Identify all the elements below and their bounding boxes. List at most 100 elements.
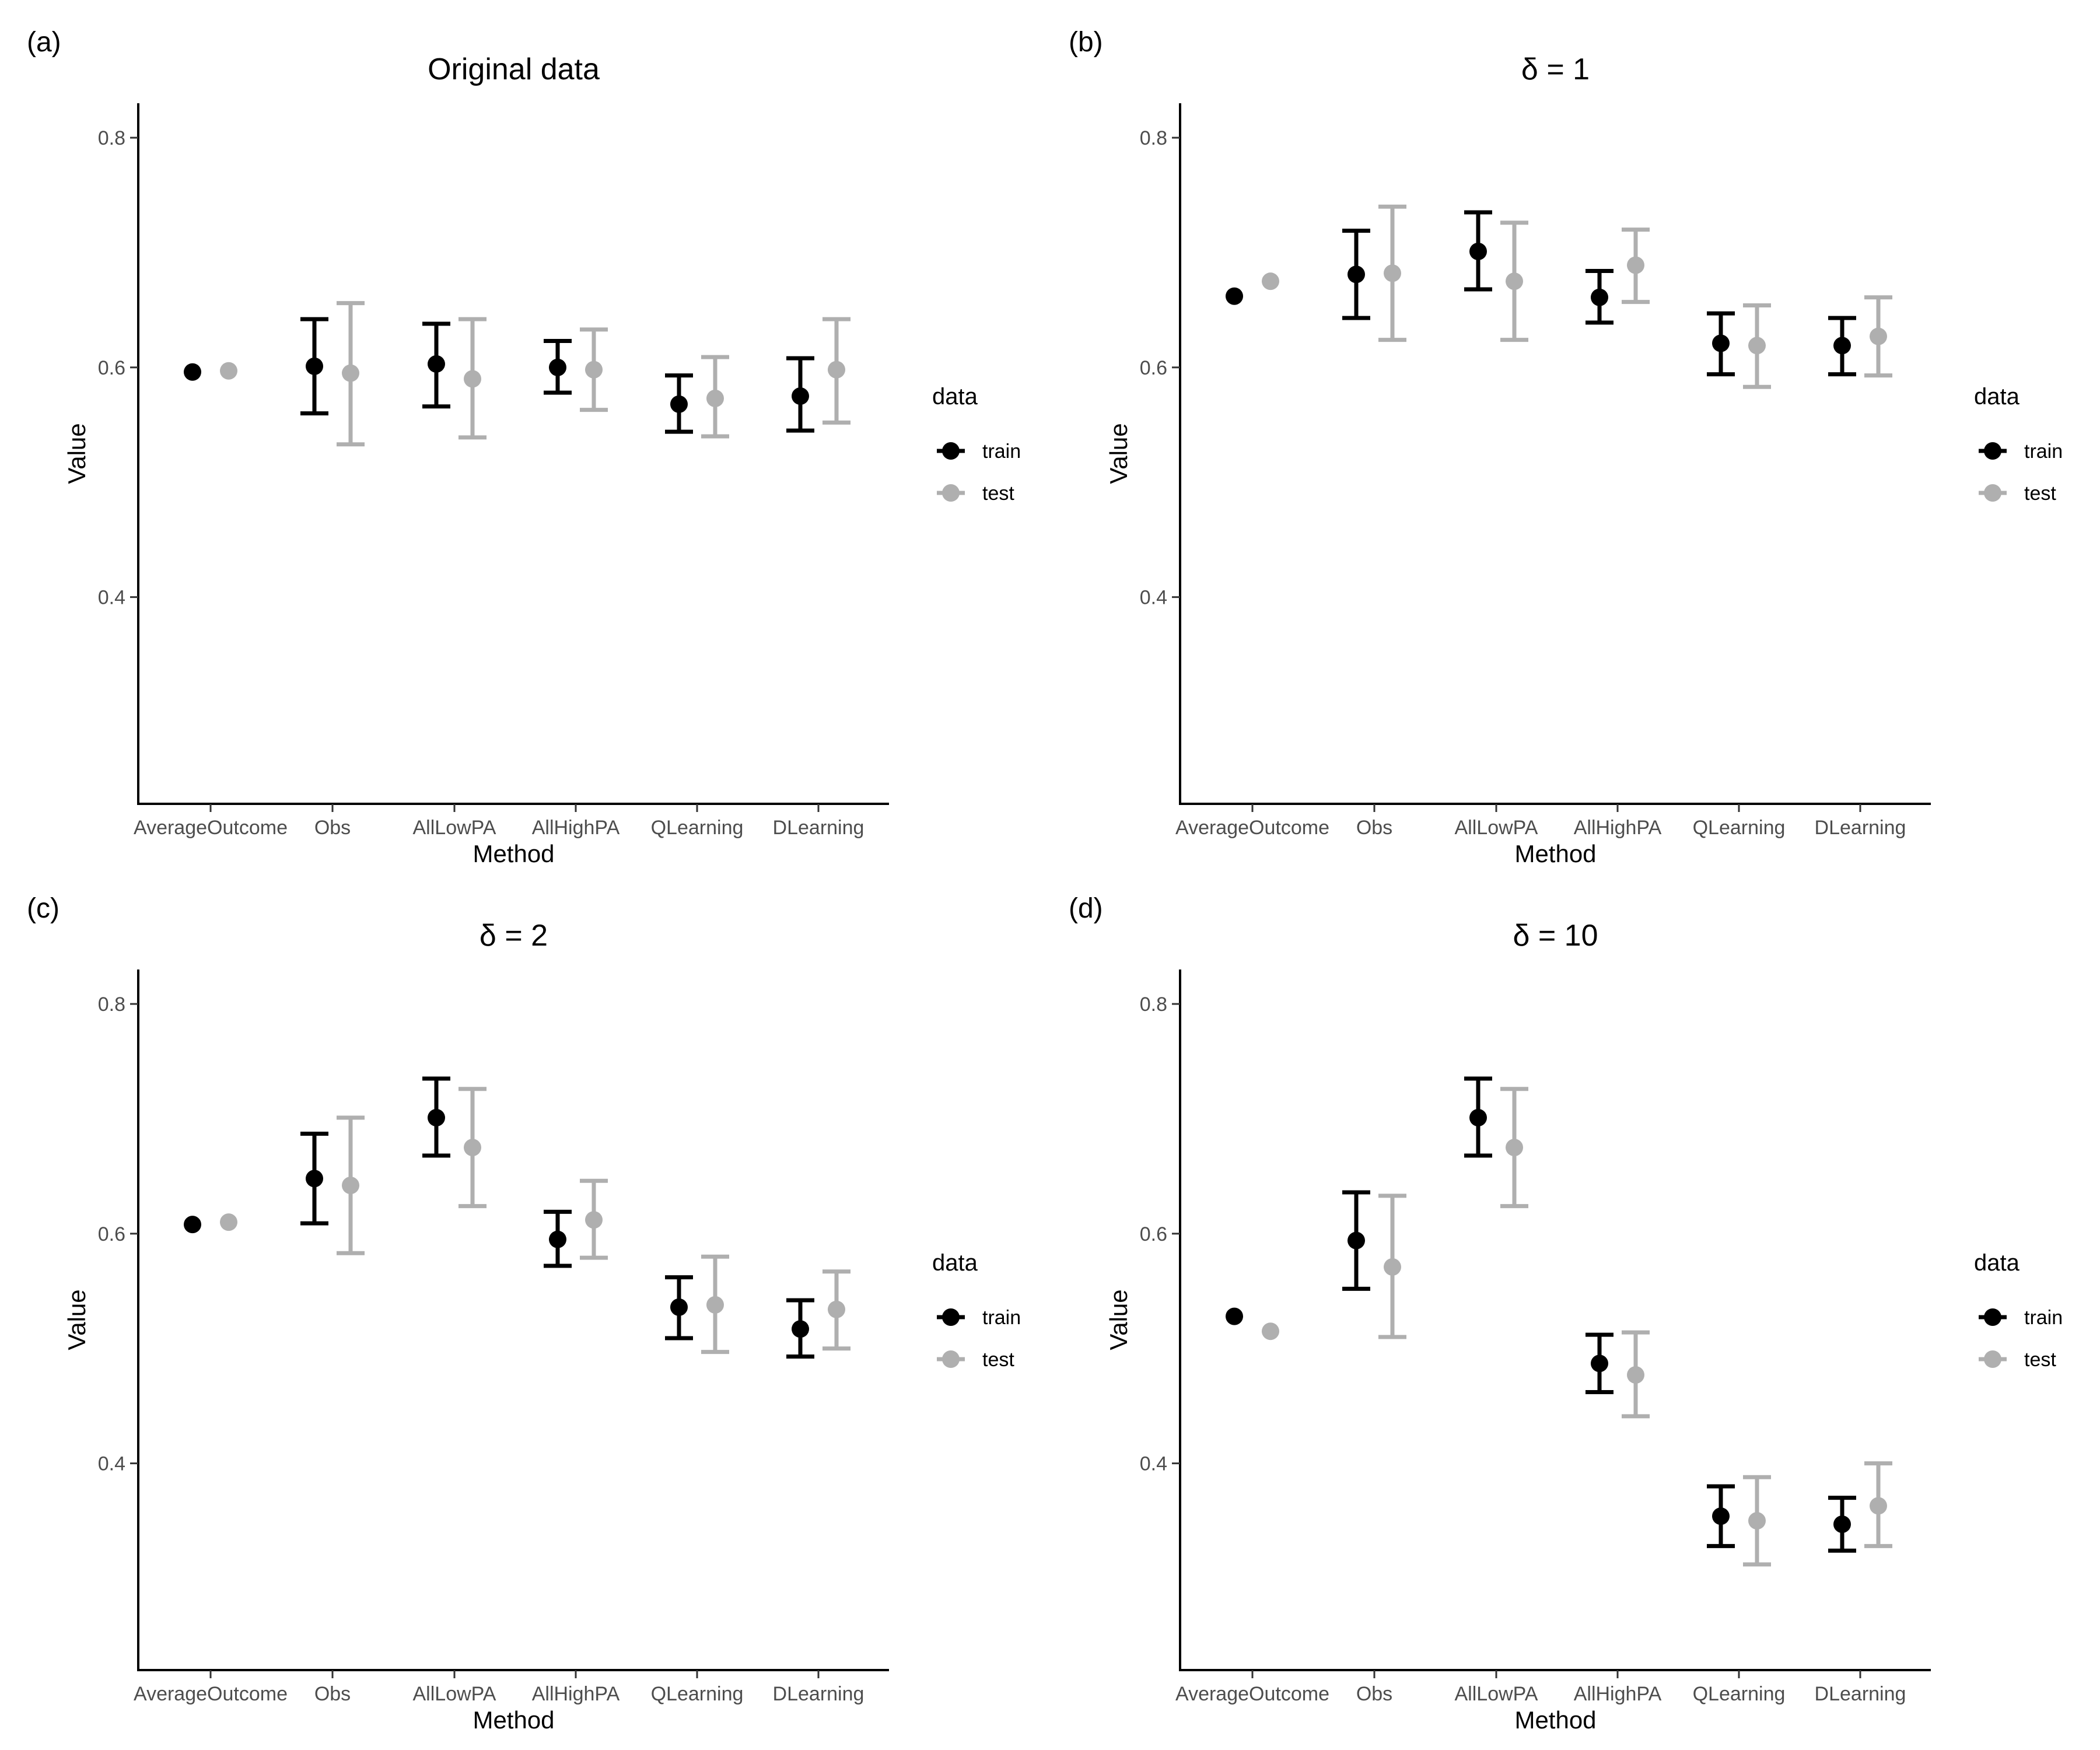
y-tick-label: 0.4	[1140, 1453, 1167, 1475]
y-tick-label: 0.4	[1140, 587, 1167, 609]
data-point	[1591, 1354, 1608, 1373]
chart-panel: (a) Original data 0.4 0.6 0.8 AverageOutcome O…	[27, 27, 1021, 867]
y-tick-label: 0.8	[98, 993, 125, 1016]
data-point	[828, 1300, 845, 1318]
data-point	[1833, 337, 1851, 355]
y-tick-label: 0.8	[98, 127, 125, 149]
legend-key-point	[1984, 484, 2001, 502]
legend-key-point	[942, 1308, 960, 1326]
legend-label: test	[2024, 1349, 2056, 1371]
legend-key-point	[1984, 1308, 2001, 1326]
legend-key-point	[942, 1350, 960, 1368]
data-point	[1469, 1108, 1487, 1126]
data-point	[1870, 327, 1887, 345]
legend-label: test	[982, 482, 1014, 505]
data-point	[585, 1211, 603, 1229]
x-axis-label: Method	[473, 1706, 554, 1734]
chart-title: δ = 1	[1521, 52, 1590, 86]
data-point	[184, 1216, 201, 1234]
x-tick-label: QLearning	[651, 817, 744, 839]
data-point	[428, 1108, 445, 1126]
x-axis-label: Method	[473, 840, 554, 867]
x-tick-label: AllHighPA	[1574, 1683, 1662, 1705]
data-point	[220, 362, 237, 380]
x-tick-label: Obs	[1356, 1683, 1392, 1705]
data-point	[792, 387, 809, 405]
data-point	[1870, 1497, 1887, 1515]
legend-label: train	[982, 1307, 1021, 1329]
y-tick-label: 0.4	[98, 1453, 125, 1475]
x-tick-label: QLearning	[651, 1683, 744, 1705]
data-point	[220, 1213, 237, 1231]
chart-title: δ = 2	[480, 919, 548, 953]
data-point	[1712, 1507, 1730, 1525]
legend-key-point	[942, 442, 960, 460]
x-tick-label: DLearning	[773, 1683, 864, 1705]
x-tick-label: Obs	[314, 817, 351, 839]
data-point	[342, 1177, 359, 1195]
legend-key-point	[1984, 1350, 2001, 1368]
y-axis-label: Value	[63, 1289, 90, 1350]
legend-label: train	[982, 440, 1021, 463]
data-point	[306, 1170, 323, 1188]
data-point	[1506, 272, 1523, 290]
x-tick-label: AllLowPA	[413, 1683, 496, 1705]
x-tick-label: Obs	[1356, 817, 1392, 839]
legend-title: data	[1974, 1250, 2020, 1276]
data-point	[549, 358, 566, 376]
data-point	[306, 357, 323, 375]
data-point	[670, 1298, 688, 1316]
panel-label: (a)	[27, 27, 61, 58]
legend-key-point	[942, 484, 960, 502]
data-point	[428, 355, 445, 373]
data-point	[706, 1296, 724, 1314]
data-point	[1348, 1231, 1365, 1250]
chart-panel: (b) δ = 1 0.4 0.6 0.8 AverageOutcome Obs AllLow…	[1069, 27, 2063, 867]
x-tick-label: AllLowPA	[1455, 1683, 1538, 1705]
chart-panel: (d) δ = 10 0.4 0.6 0.8 AverageOutcome Obs AllLo…	[1069, 893, 2063, 1734]
legend-title: data	[1974, 384, 2020, 410]
y-axis-label: Value	[1105, 1289, 1132, 1350]
legend-label: train	[2024, 440, 2063, 463]
data-point	[1262, 272, 1279, 290]
x-axis-label: Method	[1514, 1706, 1596, 1734]
y-axis-label: Value	[63, 423, 90, 484]
data-point	[585, 360, 603, 379]
x-tick-label: AllLowPA	[1455, 817, 1538, 839]
data-point	[1226, 1307, 1243, 1325]
data-point	[1748, 1512, 1766, 1530]
panel-label: (b)	[1069, 27, 1103, 58]
data-point	[464, 1139, 481, 1157]
panel-label: (c)	[27, 893, 60, 924]
data-point	[706, 389, 724, 407]
legend-label: test	[982, 1349, 1014, 1371]
y-tick-label: 0.4	[98, 587, 125, 609]
data-point	[1748, 337, 1766, 355]
y-tick-label: 0.6	[1140, 357, 1167, 379]
data-point	[1627, 256, 1644, 274]
x-tick-label: AverageOutcome	[134, 1683, 288, 1705]
legend-label: test	[2024, 482, 2056, 505]
data-point	[184, 363, 201, 381]
x-tick-label: QLearning	[1693, 817, 1786, 839]
y-tick-label: 0.6	[1140, 1223, 1167, 1245]
y-tick-label: 0.6	[98, 1223, 125, 1245]
data-point	[1591, 288, 1608, 306]
data-point	[464, 370, 481, 388]
data-point	[1226, 287, 1243, 305]
data-point	[670, 395, 688, 413]
x-tick-label: DLearning	[773, 817, 864, 839]
y-tick-label: 0.6	[98, 357, 125, 379]
data-point	[792, 1320, 809, 1338]
x-tick-label: AverageOutcome	[1175, 817, 1329, 839]
data-point	[1384, 264, 1401, 282]
x-tick-label: AllHighPA	[1574, 817, 1662, 839]
data-point	[1469, 242, 1487, 260]
x-tick-label: DLearning	[1815, 1683, 1906, 1705]
x-tick-label: AverageOutcome	[1175, 1683, 1329, 1705]
x-tick-label: AverageOutcome	[134, 817, 288, 839]
legend-key-point	[1984, 442, 2001, 460]
x-tick-label: AllLowPA	[413, 817, 496, 839]
chart-title: Original data	[428, 52, 600, 86]
panel-label: (d)	[1069, 893, 1103, 924]
